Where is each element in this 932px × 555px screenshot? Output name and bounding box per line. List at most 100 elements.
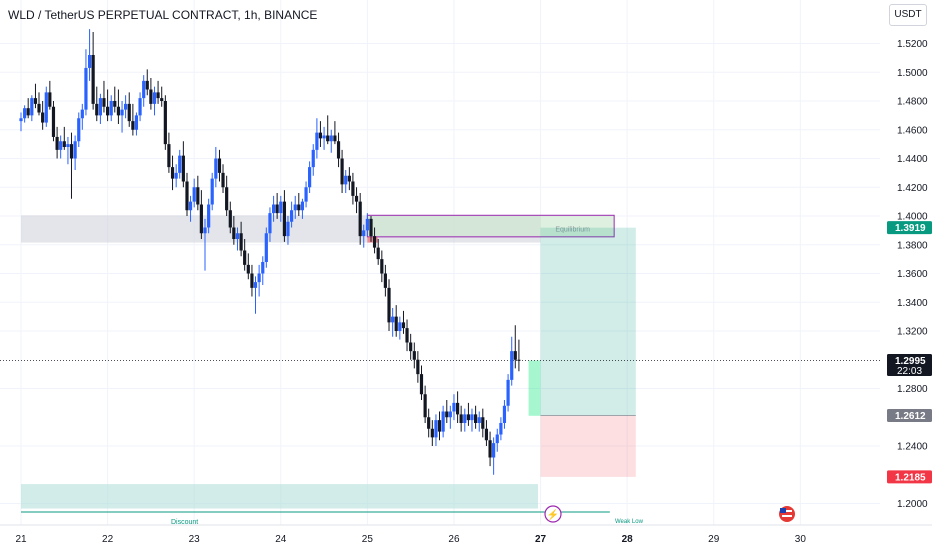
candle-body — [77, 118, 81, 142]
candle-body — [66, 144, 70, 147]
price-axis-background — [880, 0, 932, 550]
candle-body — [286, 221, 290, 237]
candle-body — [297, 204, 301, 211]
candle-body — [430, 428, 434, 438]
price-label-text: 1.3919 — [895, 223, 926, 234]
candle-body — [365, 218, 369, 231]
candle-body — [185, 181, 189, 211]
currency-selector-button[interactable]: USDT — [889, 4, 927, 26]
candle-body — [279, 201, 283, 214]
candle-body — [456, 402, 460, 415]
y-tick-label: 1.4800 — [897, 97, 928, 108]
candle-body — [138, 98, 142, 116]
candle-body — [59, 141, 63, 150]
candle-body — [87, 55, 92, 68]
candle-body — [474, 414, 478, 423]
candle-body — [326, 135, 330, 142]
candle-body — [181, 155, 185, 182]
candle-body — [51, 106, 56, 137]
candle-body — [484, 428, 489, 441]
candle-body — [492, 443, 496, 458]
candle-body — [394, 316, 398, 331]
position-active-fill — [528, 360, 541, 416]
event-lightning-icon[interactable] — [544, 505, 562, 523]
candle-body — [271, 204, 276, 214]
candle-body — [98, 98, 103, 116]
candle-body — [423, 394, 427, 418]
position-loss-zone — [540, 415, 636, 477]
candle-body — [174, 172, 178, 179]
y-tick-label: 1.2800 — [897, 384, 928, 395]
candle-body — [84, 67, 88, 110]
candle-body — [304, 187, 308, 202]
small-red-zone — [367, 236, 378, 243]
candle-body — [300, 201, 305, 211]
candle-body — [437, 420, 442, 432]
price-label-text: 1.2995 — [895, 356, 926, 367]
us-flag-stripe — [782, 515, 792, 517]
candle-body — [412, 351, 416, 360]
y-tick-label: 1.4000 — [897, 212, 928, 223]
price-label-badge — [887, 353, 932, 376]
candle-body — [37, 103, 41, 113]
candle-body — [434, 420, 438, 438]
y-tick-label: 1.4600 — [897, 125, 928, 136]
candle-body — [192, 187, 196, 202]
candle-body — [102, 98, 106, 107]
candle-body — [246, 264, 250, 274]
candle-body — [347, 175, 351, 182]
y-tick-label: 1.3600 — [897, 269, 928, 280]
x-tick-label: 21 — [15, 534, 27, 545]
candle-body — [466, 414, 471, 421]
x-tick-label: 25 — [362, 534, 374, 545]
y-tick-label: 1.3800 — [897, 240, 928, 251]
discount-zone-label: Discount — [171, 519, 198, 526]
candle-body — [275, 204, 279, 214]
candle-body — [134, 115, 139, 130]
candle-body — [217, 158, 222, 173]
candle-body — [427, 417, 431, 429]
candle-body — [120, 109, 124, 116]
candle-body — [95, 103, 99, 116]
candle-body — [116, 106, 121, 116]
candle-body — [336, 141, 341, 159]
candle-body — [19, 118, 23, 122]
candle-body — [409, 342, 413, 352]
candle-body — [354, 195, 359, 202]
equilibrium-box-label: Equilibrium — [555, 226, 590, 233]
candle-body — [239, 233, 243, 251]
candle-body — [351, 181, 355, 196]
y-tick-label: 1.5000 — [897, 68, 928, 79]
candle-body — [73, 141, 77, 159]
candle-body — [214, 158, 218, 179]
x-tick-label: 23 — [189, 534, 201, 545]
discount-zone — [21, 484, 538, 509]
candle-body — [253, 282, 258, 288]
candle-body — [80, 109, 84, 119]
y-tick-label: 1.3400 — [897, 298, 928, 309]
candle-body — [210, 178, 214, 205]
y-tick-label: 1.5200 — [897, 39, 928, 50]
us-flag-stripe — [782, 510, 792, 512]
y-tick-label: 1.2400 — [897, 442, 928, 453]
chart-title: WLD / TetherUS PERPETUAL CONTRACT, 1h, B… — [8, 8, 318, 22]
candle-body — [91, 55, 95, 104]
x-tick-label: 29 — [708, 534, 720, 545]
candle-body — [419, 374, 424, 395]
candle-body — [362, 230, 366, 237]
candle-body — [207, 204, 211, 228]
candle-body — [369, 218, 373, 237]
candle-body — [391, 316, 395, 323]
price-label-badge — [887, 221, 932, 235]
candle-body — [69, 144, 74, 159]
candle-body — [358, 201, 362, 237]
candle-body — [513, 351, 517, 360]
candle-body — [44, 92, 48, 123]
candle-body — [318, 132, 323, 139]
weak-low-label: Weak Low — [615, 519, 644, 525]
candle-body — [322, 135, 326, 139]
x-tick-label: 26 — [448, 534, 460, 545]
price-label-text: 1.2612 — [895, 411, 926, 422]
